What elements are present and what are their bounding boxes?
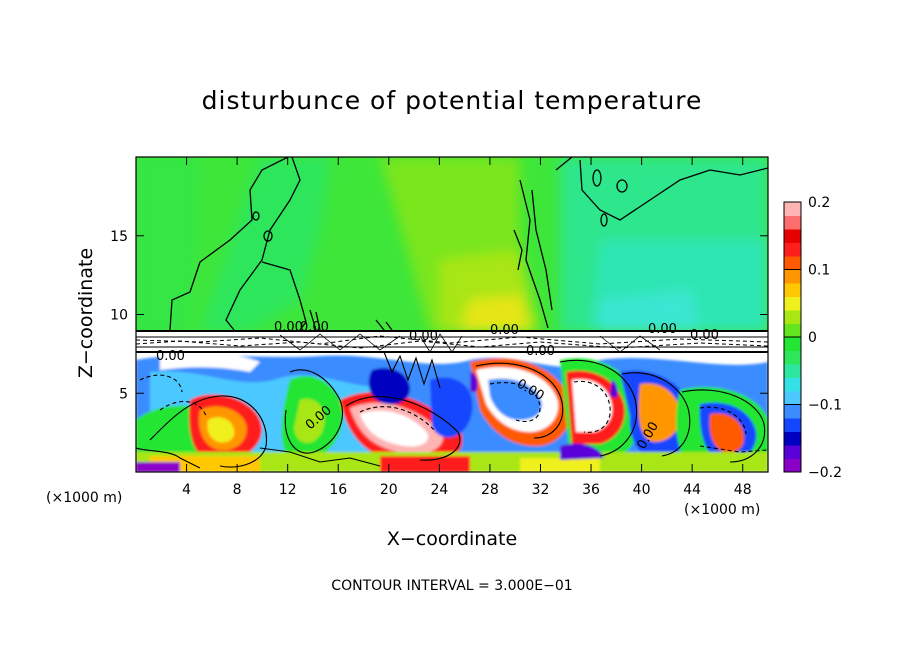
chart-title: disturbunce of potential temperature [201, 86, 703, 115]
plot-field: 0.00 0.00 0.00 0.00 0.00 0.00 0.00 0.00 … [136, 157, 768, 472]
colorbar-tick-label: 0.2 [808, 195, 830, 211]
colorbar-swatch [784, 296, 801, 311]
colorbar-swatch [784, 242, 801, 257]
contour-label: 0.00 [300, 320, 329, 335]
colorbar-swatch [784, 418, 801, 432]
y-tick-label: 15 [110, 229, 128, 245]
x-tick-label: 12 [279, 482, 297, 498]
colorbar-swatch [784, 391, 801, 405]
y-axis-label: Z−coordinate [75, 247, 97, 379]
x-axis-label: X−coordinate [386, 528, 518, 550]
colorbar-swatch [784, 377, 801, 392]
contour-interval-text: CONTOUR INTERVAL = 3.000E−01 [331, 578, 573, 594]
colorbar-swatch [784, 364, 801, 378]
colorbar-swatch [784, 431, 801, 446]
x-axis-label-wrap: X−coordinate [0, 528, 904, 550]
colorbar-tick-label: 0 [808, 330, 817, 346]
x-tick-label: 24 [430, 482, 448, 498]
x-tick-label: 8 [233, 482, 242, 498]
x-tick-label: 20 [380, 482, 398, 498]
y-axis: 5 10 15 [110, 229, 768, 402]
colorbar-swatch [784, 283, 801, 297]
contour-label: 0.00 [690, 328, 719, 343]
x-tick-label: 28 [481, 482, 499, 498]
x-tick-label: 40 [633, 482, 651, 498]
boundary-contours [136, 330, 768, 353]
colorbar-tick-label: −0.1 [808, 398, 842, 414]
contour-label: 0.00 [409, 329, 438, 344]
footer-wrap: CONTOUR INTERVAL = 3.000E−01 [0, 578, 904, 594]
x-tick-label: 36 [582, 482, 600, 498]
colorbar-tick-label: 0.1 [808, 263, 830, 279]
upper-contours [169, 157, 768, 331]
contour-label: 0.00 [490, 323, 519, 338]
x-unit-label-right: (×1000 m) [684, 502, 761, 518]
colorbar-tick-label: −0.2 [808, 465, 842, 481]
colorbar-swatch [784, 458, 801, 473]
x-tick-label: 44 [683, 482, 701, 498]
colorbar-swatch [784, 445, 801, 459]
colorbar-swatch [784, 337, 801, 351]
x-tick-label: 4 [182, 482, 191, 498]
x-tick-label: 32 [532, 482, 550, 498]
contour-label: 0.00 [526, 344, 555, 359]
colorbar-swatch [784, 404, 801, 419]
x-tick-label: 48 [734, 482, 752, 498]
lower-layer-eddies [136, 351, 768, 472]
colorbar-swatch [784, 202, 801, 216]
colorbar: 0.2 0.1 0 −0.1 −0.2 [783, 195, 842, 481]
x-unit-label-left: (×1000 m) [46, 490, 123, 506]
x-tick-label: 16 [329, 482, 347, 498]
colorbar-swatch [784, 215, 801, 230]
colorbar-swatch [784, 269, 801, 284]
upper-layer-shading [136, 157, 768, 332]
lower-contours [136, 351, 768, 469]
colorbar-swatch [784, 310, 801, 324]
contour-label: 0.00 [274, 320, 303, 335]
contour-label: 0.00 [648, 322, 677, 337]
colorbar-swatch [784, 229, 801, 243]
y-tick-label: 10 [110, 308, 128, 324]
colorbar-swatch [784, 256, 801, 270]
contour-label: 0.00 [156, 349, 185, 364]
colorbar-swatch [784, 323, 801, 338]
y-tick-label: 5 [119, 386, 128, 402]
colorbar-swatch [784, 350, 801, 365]
x-axis: 4 8 12 16 20 24 28 32 36 40 44 48 [182, 157, 752, 498]
